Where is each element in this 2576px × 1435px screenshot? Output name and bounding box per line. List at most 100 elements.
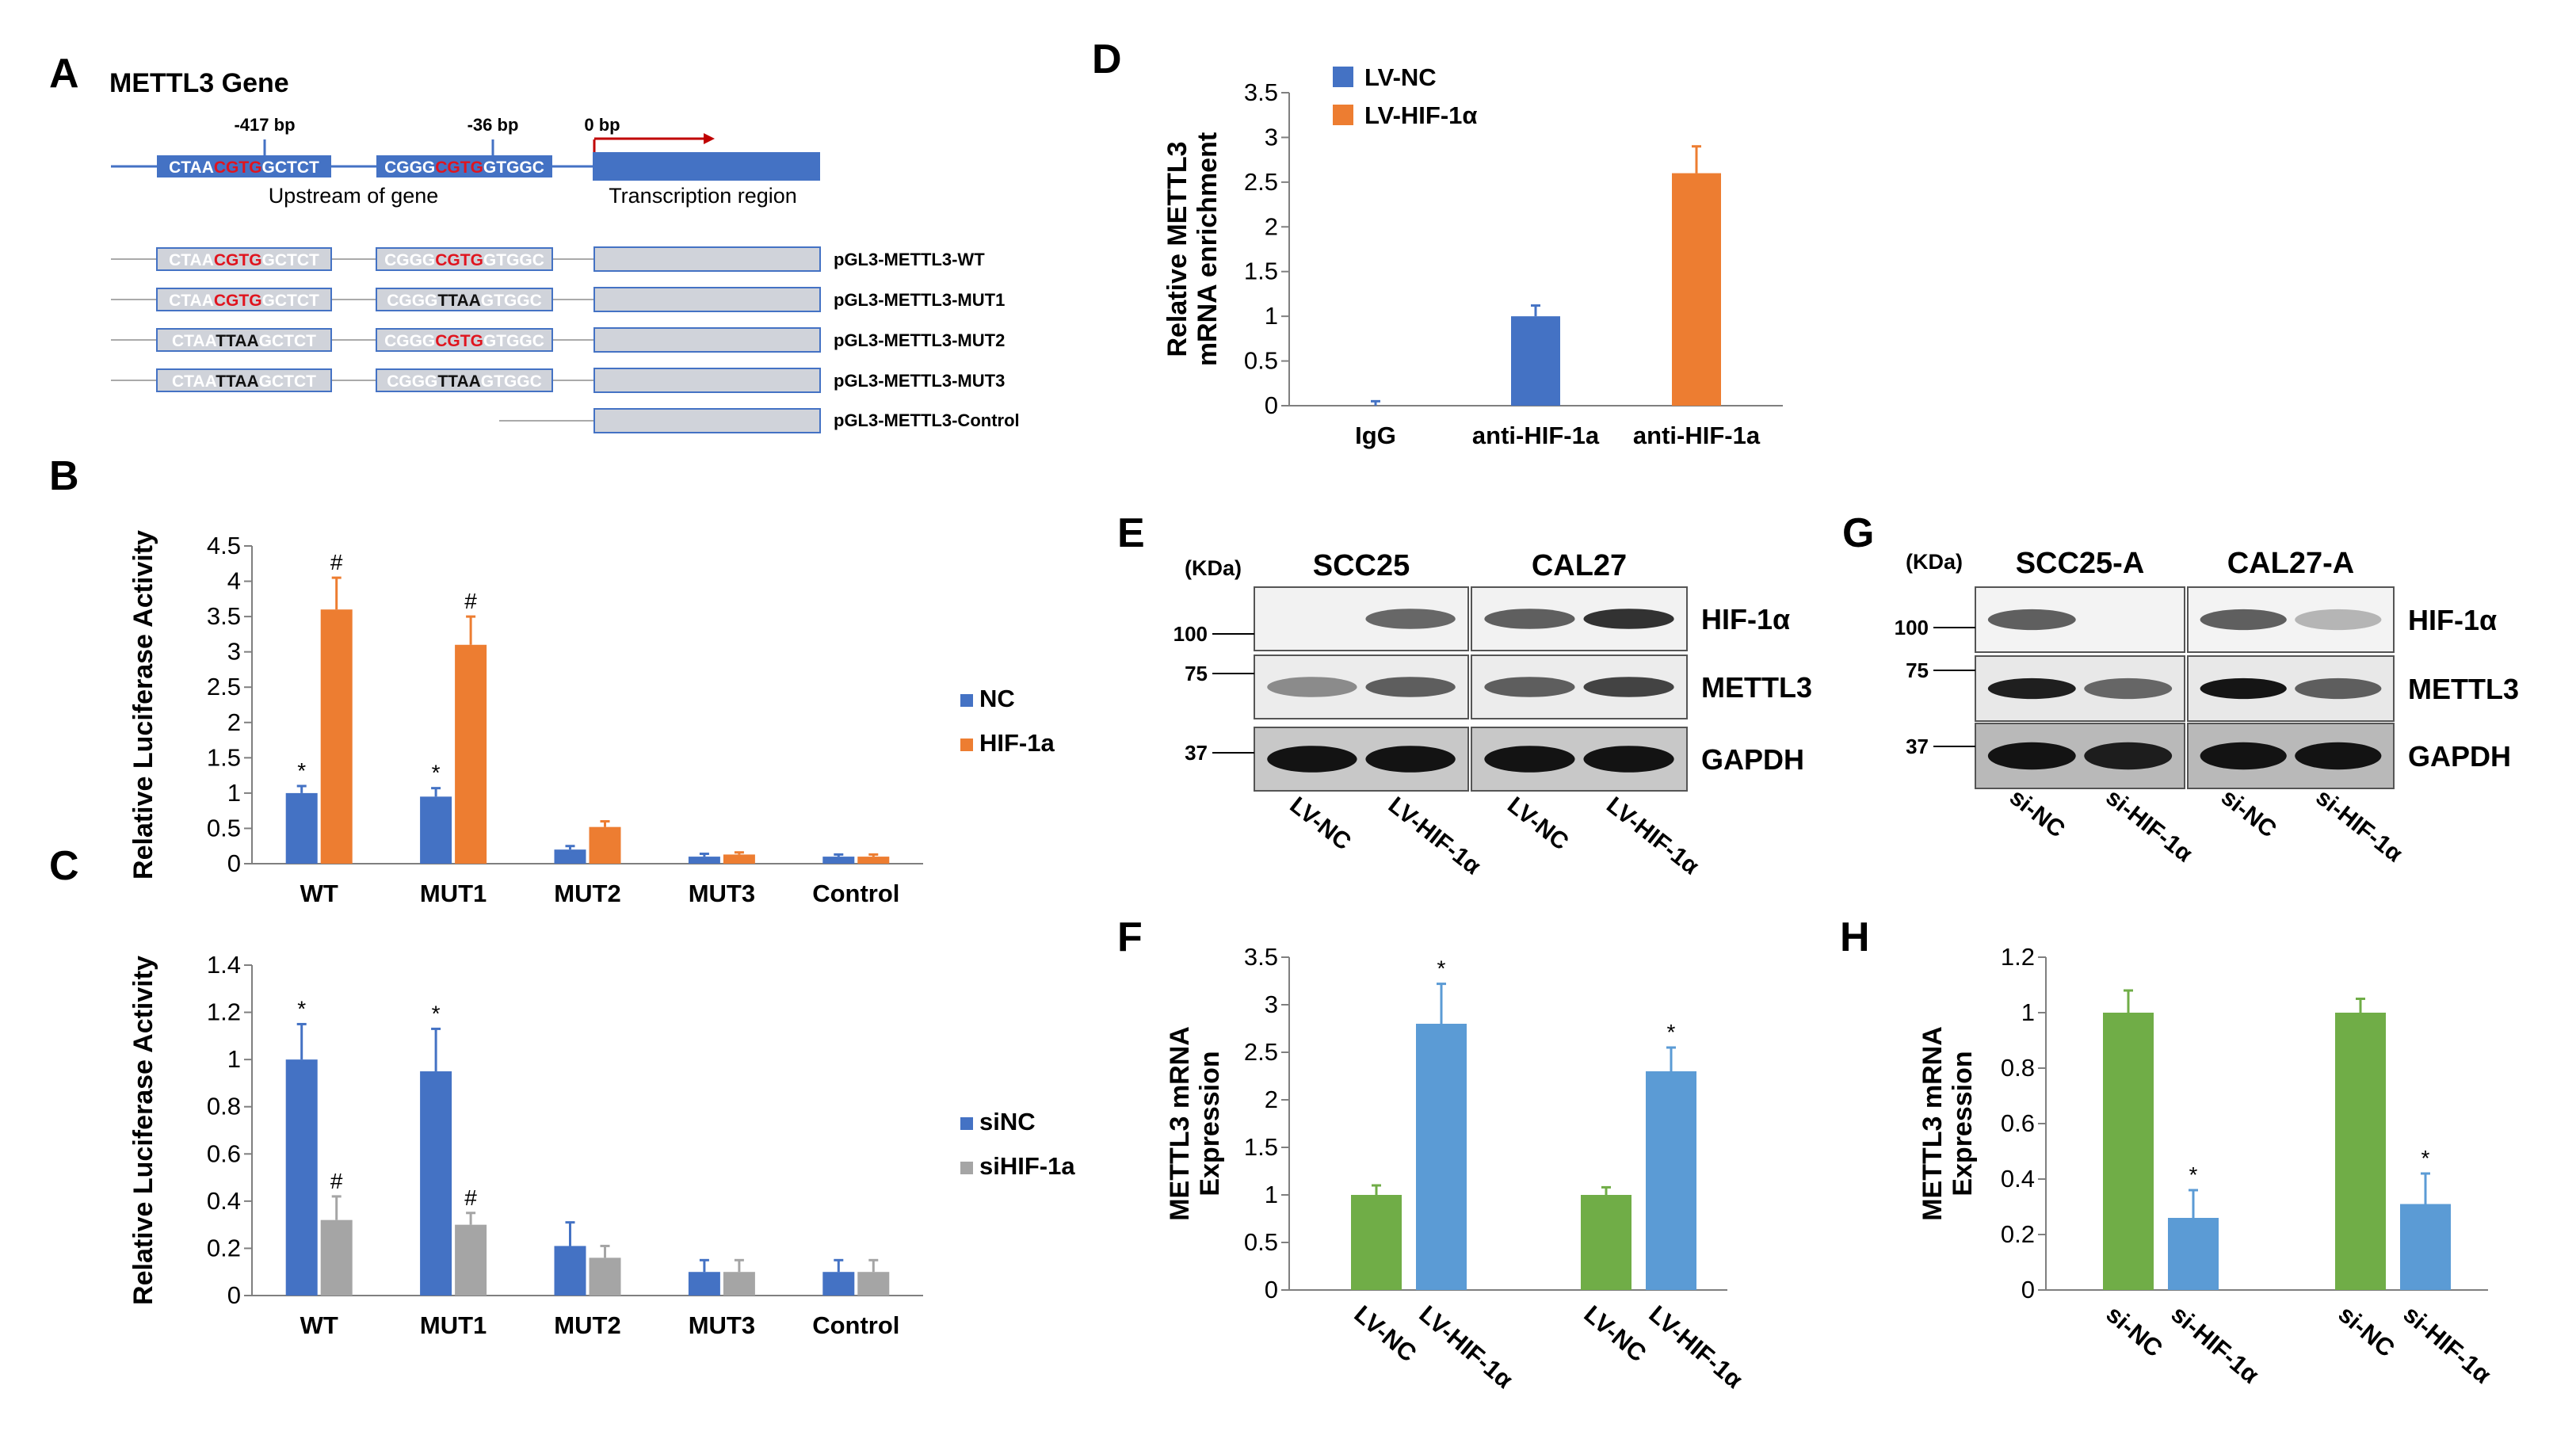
seq-mutated-core: TTAA: [216, 332, 258, 350]
seq-suffix: GTGGC: [481, 292, 542, 310]
seq-suffix: GCTCT: [262, 292, 319, 310]
seq-prefix: CTAA: [172, 372, 217, 391]
blot-band: [2084, 677, 2173, 700]
panel-b-chart: B 0 0.5 1 1.5 2 2.5 3 3.5 4 4.5 Relative Luciferase…: [49, 453, 1055, 907]
y-tick-label: 2.5: [1244, 1038, 1278, 1066]
y-tick-label: 2.5: [207, 673, 241, 700]
gene-site-2-seq: CGGGCGTGGTGGC: [384, 158, 544, 177]
y-tick-label: 0: [2021, 1276, 2035, 1303]
construct-name: pGL3-METTL3-MUT3: [834, 371, 1005, 391]
seq-suffix: GTGGC: [483, 332, 544, 350]
y-tick-label: 3: [1265, 123, 1278, 151]
bar-HIF-1a: [320, 609, 353, 864]
mw-marker-label: 75: [1906, 658, 1929, 682]
kda-label: (KDa): [1906, 550, 1963, 574]
legend-label: NC: [979, 685, 1015, 712]
construct-name: pGL3-METTL3-WT: [834, 250, 985, 269]
bar: [1646, 1071, 1696, 1290]
construct-name: pGL3-METTL3-MUT1: [834, 290, 1005, 310]
blot-protein-label: METTL3: [1701, 671, 1812, 704]
seq-prefix: CTAA: [169, 292, 214, 310]
x-category-label: WT: [300, 1311, 338, 1339]
blot-band: [1484, 609, 1575, 629]
control-construct-box: [593, 408, 821, 433]
panel-label: E: [1117, 510, 1145, 556]
significance-mark: *: [1437, 956, 1446, 981]
construct-s2-seq: CGGGTTAAGTGGC: [387, 292, 542, 310]
bar-HIF-1a: [857, 857, 890, 864]
y-tick-label: 3: [1265, 990, 1278, 1018]
bar-HIF-1a: [723, 854, 755, 864]
panel-d-chart: D 0 0.5 1 1.5 2 2.5 3 3.5 Relative METTL3 mRNA enr…: [1092, 36, 1783, 449]
seq-prefix: CGGG: [384, 332, 435, 350]
x-category-label: si-NC: [2334, 1300, 2401, 1363]
panel-label: C: [49, 843, 79, 889]
x-category-label: MUT2: [554, 1311, 620, 1339]
seq-prefix: CGGG: [387, 292, 437, 310]
significance-mark: *: [432, 761, 441, 785]
construct-site-1-box: [156, 288, 332, 311]
y-tick-label: 1.5: [207, 743, 241, 771]
y-tick-label: 0.4: [207, 1187, 241, 1215]
gene-site-1-seq: CTAACGTGGCTCT: [169, 158, 319, 177]
x-category-label: anti-HIF-1a: [1472, 422, 1600, 449]
blot-band: [1583, 677, 1674, 697]
y-tick-label: 0: [227, 849, 241, 877]
y-tick-label: 0.6: [2001, 1109, 2035, 1137]
bar-siHIF-1a: [455, 1224, 487, 1296]
y-axis-label: Relative Luciferase Activity: [128, 956, 158, 1305]
seq-suffix: GCTCT: [262, 251, 319, 269]
bar: [2103, 1013, 2154, 1290]
significance-mark: *: [297, 996, 306, 1021]
y-tick-label: 2: [227, 708, 241, 736]
blot-protein-label: METTL3: [2408, 673, 2519, 705]
blot-band: [2200, 609, 2287, 631]
blot-group-label: SCC25-A: [2016, 547, 2145, 580]
x-category-label: MUT2: [554, 880, 620, 907]
y-tick-label: 0.5: [1244, 1228, 1278, 1256]
x-category-label: LV-HIF-1α: [1414, 1300, 1519, 1394]
x-category-label: LV-NC: [1579, 1300, 1652, 1368]
y-axis-label-line: Expression: [1195, 1051, 1225, 1196]
mw-marker-label: 37: [1185, 741, 1208, 765]
blot-band: [2084, 742, 2173, 770]
mw-marker-label: 37: [1906, 735, 1929, 758]
panel-label: G: [1842, 510, 1874, 556]
y-axis-label-line: Relative METTL3: [1162, 141, 1193, 357]
bar-NC: [822, 857, 855, 864]
bar: [1416, 1024, 1467, 1290]
legend-swatch: [1333, 105, 1353, 125]
seq-core: CGTG: [214, 292, 262, 310]
gene-site-1-box: [157, 155, 331, 177]
transcription-region-box: [593, 152, 820, 181]
construct-s1-seq: CTAATTAAGCTCT: [172, 372, 316, 391]
x-category-label: IgG: [1355, 422, 1396, 449]
blot-band: [1583, 609, 1674, 629]
seq-prefix: CTAA: [172, 332, 217, 350]
legend-swatch: [960, 1117, 973, 1130]
blot-band: [1365, 609, 1456, 629]
construct-s2-seq: CGGGTTAAGTGGC: [387, 372, 542, 391]
bar-NC: [420, 796, 452, 864]
y-axis-label-line: METTL3 mRNA: [1165, 1026, 1195, 1221]
x-category-label: LV-HIF-1α: [1644, 1300, 1749, 1394]
mw-marker-label: 75: [1185, 662, 1208, 685]
y-axis-label-line: Expression: [1948, 1051, 1978, 1196]
bar: [2400, 1204, 2451, 1290]
bar-siHIF-1a: [589, 1258, 621, 1296]
x-category-label: Control: [812, 880, 899, 907]
y-tick-label: 2: [1265, 1086, 1278, 1113]
y-tick-label: 1.5: [1244, 1133, 1278, 1161]
seq-prefix: CTAA: [169, 251, 214, 269]
seq-suffix: GCTCT: [259, 372, 316, 391]
y-tick-label: 0: [1265, 1276, 1278, 1303]
panel-label: F: [1117, 914, 1143, 960]
bar-HIF-1a: [455, 644, 487, 864]
bar-siHIF-1a: [857, 1272, 890, 1296]
seq-mutated-core: TTAA: [216, 372, 258, 391]
lane-label: LV-NC: [1502, 792, 1573, 856]
bar-siHIF-1a: [320, 1219, 353, 1296]
bar-siNC: [822, 1272, 855, 1296]
y-tick-label: 3.5: [207, 602, 241, 630]
